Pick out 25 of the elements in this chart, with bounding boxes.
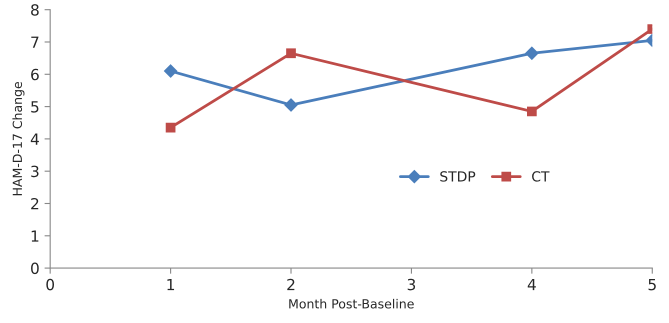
y-tick-label: 6 <box>31 68 39 80</box>
y-tick-label: 0 <box>31 262 39 274</box>
x-tick-label: 2 <box>287 278 294 290</box>
y-tick-label: 1 <box>32 230 38 242</box>
y-tick-label: 7 <box>31 36 38 48</box>
x-tick-label: 5 <box>648 278 656 290</box>
x-tick-label: 4 <box>528 278 536 290</box>
y-tick-label: 3 <box>31 166 39 178</box>
point <box>164 64 178 78</box>
x-tick-label: 3 <box>408 278 416 290</box>
y-tick-label: 8 <box>31 4 39 16</box>
legend-label: CT <box>532 171 550 182</box>
y-tick-label: 2 <box>31 198 38 210</box>
y-tick-label: 4 <box>30 134 39 145</box>
legend-label: STDP <box>440 171 476 182</box>
point <box>286 48 296 58</box>
point <box>525 46 538 60</box>
point <box>284 98 298 112</box>
x-tick-label: 0 <box>46 278 54 290</box>
y-tick-label: 5 <box>31 101 38 113</box>
x-axis-title: Month Post-Baseline <box>289 298 414 309</box>
point <box>166 122 176 132</box>
point <box>526 106 537 116</box>
x-tick-label: 1 <box>167 278 174 290</box>
y-axis-title: HAM-D-17 Change <box>12 82 24 196</box>
